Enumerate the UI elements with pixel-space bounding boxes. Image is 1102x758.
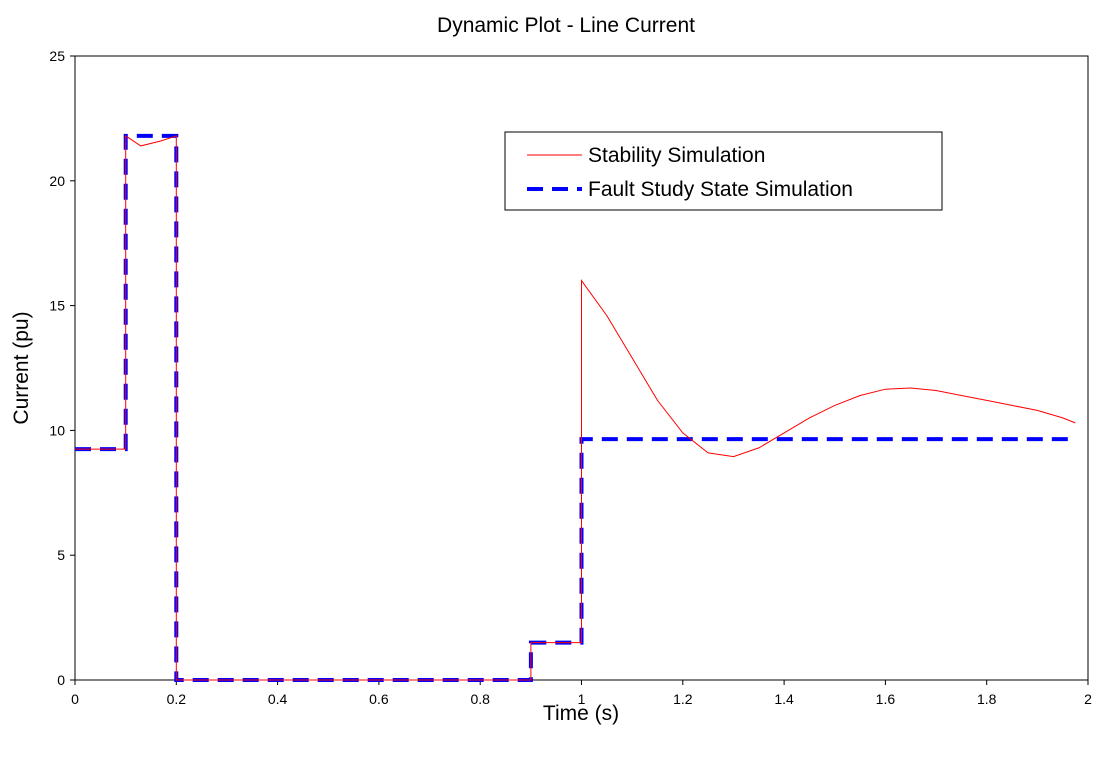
x-tick-label: 1.4 <box>774 691 794 707</box>
x-tick-label: 2 <box>1084 691 1092 707</box>
chart-title: Dynamic Plot - Line Current <box>437 14 695 37</box>
legend: Stability Simulation Fault Study State S… <box>504 131 943 211</box>
y-tick-label: 25 <box>49 48 65 64</box>
y-tick-label: 10 <box>49 422 65 438</box>
y-tick-label: 5 <box>57 547 65 563</box>
x-tick-label: 0.4 <box>268 691 288 707</box>
x-tick-label: 0.2 <box>167 691 187 707</box>
y-tick-label: 20 <box>49 173 65 189</box>
y-tick-label: 15 <box>49 298 65 314</box>
legend-label-stability: Stability Simulation <box>588 144 765 167</box>
y-axis-label: Current (pu) <box>10 311 33 424</box>
y-axis: 0 5 10 15 20 25 <box>49 48 75 688</box>
legend-box <box>504 131 943 211</box>
x-tick-label: 0.8 <box>470 691 490 707</box>
series-layer <box>75 133 1076 682</box>
series-line-stability <box>75 134 1076 681</box>
x-tick-label: 0 <box>71 691 79 707</box>
x-axis-label: Time (s) <box>543 702 619 725</box>
x-tick-label: 0.6 <box>369 691 389 707</box>
x-axis: 0 0.2 0.4 0.6 0.8 1 1.2 1.4 1.6 1.8 2 <box>71 680 1092 707</box>
y-tick-label: 0 <box>57 672 65 688</box>
x-tick-label: 1 <box>578 691 586 707</box>
legend-label-fault-study: Fault Study State Simulation <box>588 178 853 201</box>
x-tick-label: 1.2 <box>673 691 693 707</box>
x-tick-label: 1.8 <box>977 691 997 707</box>
x-tick-label: 1.6 <box>876 691 896 707</box>
